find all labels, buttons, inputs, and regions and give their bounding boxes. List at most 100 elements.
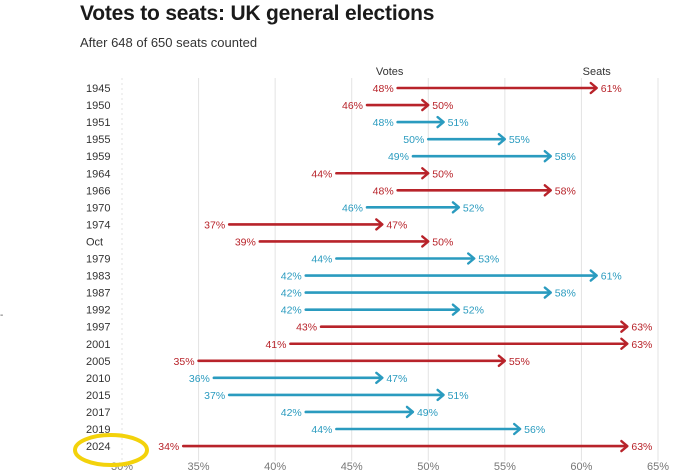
row-2024: 2024 34% 63% [86,439,652,453]
column-headers: Votes Seats [376,66,611,78]
arrow-head [497,354,507,367]
seats-value-label: 47% [386,219,407,231]
votes-value-label: 48% [373,185,394,197]
votes-value-label: 44% [311,168,332,180]
row-2017: 2017 42% 49% [86,405,438,419]
seats-value-label: 63% [631,441,652,453]
arrow-head [620,320,629,333]
row-2001: 2001 41% 63% [86,337,652,351]
x-tick-label: 65% [647,461,669,473]
seats-value-label: 58% [555,151,576,163]
row-label: 2019 [86,424,110,436]
votes-value-label: 46% [342,202,363,214]
row-label: 1964 [86,168,110,180]
votes-value-label: 42% [281,305,302,317]
row-1950: 1950 46% 50% [86,98,453,112]
seats-value-label: 47% [386,373,407,385]
arrow-head [451,303,461,316]
arrow-head [589,269,598,282]
votes-value-label: 49% [388,151,409,163]
arrow-head [451,201,461,214]
votes-value-label: 43% [296,322,317,334]
arrow-head [467,252,476,265]
row-label: 1992 [86,305,110,317]
votes-value-label: 48% [373,83,394,95]
seats-value-label: 63% [631,322,652,334]
votes-value-label: 35% [174,356,195,368]
seats-value-label: 58% [555,185,576,197]
row-1974: 1974 37% 47% [86,218,407,231]
seats-value-label: 58% [555,288,576,300]
row-label: 1966 [86,185,110,197]
grid-lines [121,78,659,461]
row-label: 2017 [86,407,110,419]
row-1987: 1987 42% 58% [86,286,576,300]
arrow-head [375,218,384,231]
x-tick-label: 60% [570,461,592,473]
row-2010: 2010 36% 47% [86,371,407,385]
seats-value-label: 50% [432,100,453,112]
row-label: 1997 [86,322,110,334]
arrow-head [543,184,552,197]
row-label: 1970 [86,202,110,214]
votes-header: Votes [376,66,404,78]
votes-value-label: 37% [204,390,225,402]
row-label: 1979 [86,254,110,266]
seats-header: Seats [583,66,612,78]
votes-value-label: 42% [281,407,302,419]
seats-value-label: 52% [463,202,484,214]
row-1979: 1979 44% 53% [86,252,499,266]
seats-value-label: 51% [448,117,469,129]
stray-mark: - [0,310,4,321]
row-1959: 1959 49% 58% [86,149,576,163]
seats-value-label: 53% [478,254,499,266]
row-1955: 1955 50% 55% [86,132,530,146]
seats-value-label: 63% [631,339,652,351]
votes-value-label: 50% [403,134,424,146]
row-label: 2005 [86,356,110,368]
arrow-head [421,167,430,180]
row-label: 1945 [86,83,110,95]
row-1966: 1966 48% 58% [86,184,576,197]
x-tick-label: 35% [188,461,210,473]
row-label: 1959 [86,151,110,163]
votes-value-label: 44% [311,254,332,266]
arrow-head [543,149,552,163]
arrow-head [405,405,415,419]
seats-value-label: 50% [432,236,453,248]
votes-value-label: 36% [189,373,210,385]
row-1964: 1964 44% 50% [86,167,453,180]
row-label: 1955 [86,134,110,146]
row-label: 2010 [86,373,110,385]
row-label: 1987 [86,288,110,300]
row-label: 1974 [86,219,110,231]
chart-title: Votes to seats: UK general elections [80,2,435,25]
seats-value-label: 49% [417,407,438,419]
arrow-head [543,286,552,299]
votes-value-label: 48% [373,117,394,129]
row-1992: 1992 42% 52% [86,303,484,317]
seats-value-label: 50% [432,168,453,180]
votes-value-label: 37% [204,219,225,231]
chart-subtitle: After 648 of 650 seats counted [80,35,258,50]
votes-value-label: 44% [311,424,332,436]
arrow-head [620,439,629,453]
seats-value-label: 56% [524,424,545,436]
row-1951: 1951 48% 51% [86,115,469,129]
highlight-circle [73,433,149,468]
row-label: 2015 [86,390,110,402]
arrow-head [512,422,522,436]
x-tick-label: 55% [494,461,516,473]
rows: 1945 48% 61% 1950 46% 50% 1951 48% 51% 1955 50% 55%… [86,81,652,453]
row-2005: 2005 35% 55% [86,354,530,368]
row-label: 2024 [86,441,110,453]
seats-value-label: 51% [448,390,469,402]
arrow-head [436,115,445,129]
votes-value-label: 39% [235,236,256,248]
arrow-head [589,81,598,95]
row-label: 1951 [86,117,110,129]
votes-value-label: 46% [342,100,363,112]
row-1997: 1997 43% 63% [86,320,652,334]
votes-value-label: 41% [265,339,286,351]
x-tick-label: 50% [417,461,439,473]
